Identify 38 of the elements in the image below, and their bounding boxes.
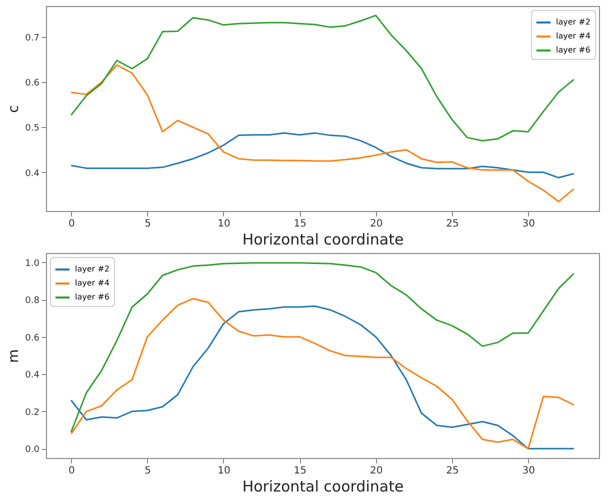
x-tick-label: 15 (294, 218, 307, 230)
y-tick-label: 0.2 (25, 408, 40, 418)
y-tick-label: 1.0 (25, 258, 40, 269)
y-tick-label: 0.5 (25, 124, 40, 134)
x-axis-title: Horizontal coordinate (242, 478, 404, 496)
x-tick-label: 5 (144, 466, 151, 476)
line-series (70, 64, 575, 202)
x-tick-label: 25 (446, 218, 459, 230)
line-series (70, 14, 575, 142)
legend-label: layer #2 (75, 264, 110, 274)
legend-label: layer #4 (75, 278, 110, 288)
legend-label: layer #6 (75, 292, 110, 302)
x-tick-label: 5 (144, 218, 151, 230)
x-tick-label: 10 (218, 218, 230, 230)
y-axis-title: m (6, 349, 22, 363)
x-axis-title: Horizontal coordinate (242, 230, 404, 248)
line-series (70, 262, 575, 433)
y-tick-label: 0.4 (25, 168, 40, 179)
y-tick-label: 0.0 (25, 445, 40, 456)
x-tick-label: 30 (522, 218, 536, 230)
y-tick-label: 0.4 (25, 370, 40, 381)
x-tick-label: 30 (522, 466, 536, 476)
x-tick-label: 10 (218, 466, 230, 476)
x-tick-label: 15 (294, 466, 307, 476)
legend-label: layer #4 (556, 32, 590, 40)
legend-label: layer #2 (556, 18, 590, 26)
x-tick-label: 25 (446, 466, 459, 476)
x-tick-label: 0 (68, 466, 75, 476)
line-series (70, 132, 575, 178)
x-tick-label: 20 (370, 218, 383, 230)
y-tick-label: 0.6 (25, 78, 40, 89)
y-tick-label: 0.7 (25, 34, 40, 44)
y-tick-label: 0.8 (25, 296, 40, 306)
x-tick-label: 20 (370, 466, 383, 476)
x-tick-label: 0 (68, 218, 75, 230)
y-axis-title: c (6, 105, 22, 113)
y-tick-label: 0.6 (25, 333, 40, 344)
legend-label: layer #6 (556, 46, 590, 54)
